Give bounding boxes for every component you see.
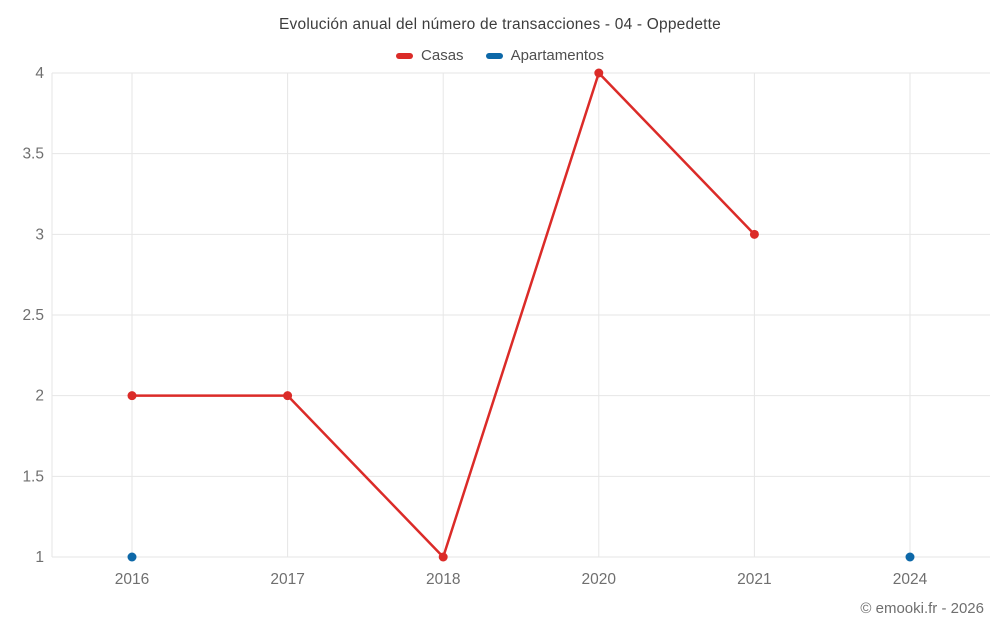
chart-legend: Casas Apartamentos: [0, 47, 1000, 64]
data-point[interactable]: [127, 552, 137, 562]
y-tick-label: 3: [35, 226, 44, 243]
x-tick-label: 2020: [582, 571, 617, 588]
y-tick-label: 1: [35, 549, 44, 566]
legend-item-apartamentos[interactable]: Apartamentos: [485, 47, 604, 64]
legend-item-casas[interactable]: Casas: [396, 47, 464, 64]
data-point[interactable]: [283, 391, 293, 401]
x-tick-label: 2024: [893, 571, 928, 588]
y-tick-label: 2.5: [22, 307, 44, 324]
data-point[interactable]: [594, 68, 604, 78]
data-point[interactable]: [749, 229, 759, 239]
y-tick-label: 2: [35, 388, 44, 405]
x-tick-label: 2017: [270, 571, 304, 588]
chart-title: Evolución anual del número de transaccio…: [279, 16, 721, 33]
legend-swatch: [485, 52, 503, 59]
legend-label: Apartamentos: [510, 47, 604, 64]
data-point[interactable]: [905, 552, 915, 562]
legend-swatch: [396, 52, 414, 59]
x-tick-label: 2021: [737, 571, 771, 588]
y-tick-label: 4: [35, 65, 44, 82]
x-tick-label: 2018: [426, 571, 460, 588]
x-tick-label: 2016: [115, 571, 149, 588]
legend-label: Casas: [421, 47, 464, 64]
data-point[interactable]: [127, 391, 137, 401]
data-point[interactable]: [438, 552, 448, 562]
copyright-footer: © emooki.fr - 2026: [860, 600, 984, 617]
y-tick-label: 1.5: [22, 468, 44, 485]
y-tick-label: 3.5: [22, 146, 44, 163]
